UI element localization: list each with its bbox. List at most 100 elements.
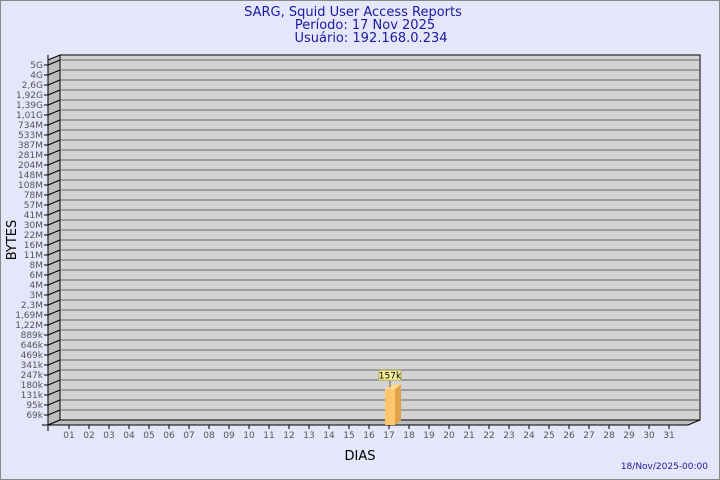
gridline-side <box>47 159 61 166</box>
gridline-side <box>47 349 61 356</box>
x-tick-label: 15 <box>343 431 354 441</box>
gridline-side <box>47 199 61 206</box>
gridline-side <box>47 239 61 246</box>
x-tick-label: 20 <box>443 431 455 441</box>
x-tick-label: 31 <box>663 431 674 441</box>
bar-top <box>385 384 401 390</box>
gridline-side <box>47 259 61 266</box>
x-tick-label: 11 <box>263 431 274 441</box>
footer-timestamp: 18/Nov/2025-00:00 <box>621 462 708 472</box>
x-tick-label: 18 <box>403 431 415 441</box>
x-tick-label: 30 <box>643 431 655 441</box>
x-tick-label: 26 <box>563 431 575 441</box>
gridline-side <box>47 369 61 376</box>
y-tick-label: 108M <box>18 181 43 191</box>
gridline-side <box>47 309 61 316</box>
gridline-side <box>47 189 61 196</box>
gridline-side <box>47 169 61 176</box>
y-axis-label: BYTES <box>5 220 20 261</box>
x-tick-label: 27 <box>583 431 594 441</box>
x-tick-label: 13 <box>303 431 314 441</box>
y-tick-label: 469k <box>21 351 44 361</box>
gridline-side <box>47 139 61 146</box>
y-tick-label: 204M <box>18 161 43 171</box>
x-tick-label: 17 <box>383 431 394 441</box>
gridline-side <box>47 329 61 336</box>
chart-period: Período: 17 Nov 2025 <box>295 18 435 33</box>
gridline-side <box>47 149 61 156</box>
gridline-side <box>47 289 61 296</box>
y-tick-label: 281M <box>18 151 43 161</box>
y-tick-label: 4G <box>30 71 43 81</box>
y-tick-label: 69k <box>26 411 43 421</box>
y-tick-label: 78M <box>24 191 43 201</box>
bar <box>385 389 395 425</box>
x-tick-label: 22 <box>483 431 494 441</box>
gridline-side <box>47 399 61 406</box>
gridline-side <box>47 339 61 346</box>
gridline-side <box>47 209 61 216</box>
x-tick-label: 09 <box>223 431 235 441</box>
gridline-side <box>47 99 61 106</box>
y-tick-label: 180k <box>21 381 44 391</box>
gridline-side <box>47 379 61 386</box>
x-tick-label: 08 <box>203 431 215 441</box>
y-tick-label: 1,22M <box>15 321 43 331</box>
gridline-side <box>47 59 61 66</box>
y-tick-label: 6M <box>30 271 44 281</box>
x-tick-label: 02 <box>83 431 94 441</box>
y-tick-label: 1,92G <box>16 91 43 101</box>
x-tick-label: 01 <box>63 431 74 441</box>
gridline-side <box>47 279 61 286</box>
x-tick-label: 16 <box>363 431 375 441</box>
gridline-side <box>47 359 61 366</box>
gridline-side <box>47 179 61 186</box>
y-tick-label: 1,01G <box>16 111 43 121</box>
y-tick-label: 16M <box>24 241 43 251</box>
bar-label-box <box>378 369 402 381</box>
gridline-side <box>47 269 61 276</box>
x-tick-label: 25 <box>543 431 554 441</box>
y-tick-label: 889k <box>21 331 44 341</box>
gridline-side <box>47 389 61 396</box>
gridline-side <box>47 129 61 136</box>
y-tick-label: 646k <box>21 341 44 351</box>
x-tick-label: 03 <box>103 431 114 441</box>
y-tick-label: 4M <box>30 281 44 291</box>
gridline-side <box>47 69 61 76</box>
y-tick-label: 95k <box>26 401 43 411</box>
x-tick-label: 14 <box>323 431 335 441</box>
y-tick-label: 5G <box>30 61 43 71</box>
x-tick-label: 04 <box>123 431 135 441</box>
y-tick-label: 11M <box>24 251 43 261</box>
y-tick-label: 8M <box>30 261 44 271</box>
gridline-side <box>47 249 61 256</box>
gridline-side <box>47 299 61 306</box>
gridline-side <box>47 409 61 416</box>
y-tick-label: 41M <box>24 211 43 221</box>
x-axis-label: DIAS <box>345 449 376 464</box>
y-tick-label: 57M <box>24 201 43 211</box>
y-tick-label: 341k <box>21 361 44 371</box>
x-tick-label: 28 <box>603 431 615 441</box>
x-tick-label: 24 <box>523 431 535 441</box>
plot-floor <box>47 419 701 426</box>
bar-side <box>395 384 401 425</box>
gridline-side <box>47 79 61 86</box>
y-tick-label: 30M <box>24 221 43 231</box>
y-tick-label: 2,6G <box>22 81 43 91</box>
x-tick-label: 10 <box>243 431 255 441</box>
chart-title: SARG, Squid User Access Reports <box>244 5 462 20</box>
x-tick-label: 19 <box>423 431 435 441</box>
y-tick-label: 533M <box>18 131 43 141</box>
y-tick-label: 734M <box>18 121 43 131</box>
gridline-side <box>47 89 61 96</box>
y-tick-label: 1,39G <box>16 101 43 111</box>
y-tick-label: 247k <box>21 371 44 381</box>
x-tick-label: 07 <box>183 431 194 441</box>
gridline-side <box>47 319 61 326</box>
x-tick-label: 12 <box>283 431 294 441</box>
x-tick-label: 21 <box>463 431 474 441</box>
gridline-side <box>47 119 61 126</box>
